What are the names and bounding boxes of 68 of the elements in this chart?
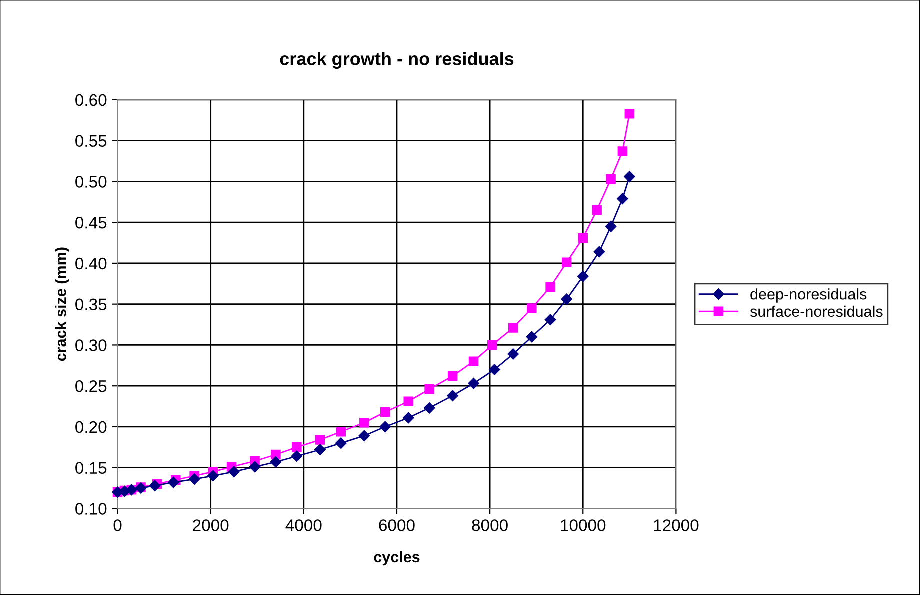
y-tick-label: 0.60 [76, 94, 107, 106]
point [358, 430, 370, 442]
point [336, 438, 347, 449]
point [291, 450, 303, 462]
point [578, 270, 589, 282]
point [270, 456, 282, 468]
y-tick-label: 0.45 [76, 216, 107, 229]
point [404, 396, 414, 406]
point [578, 233, 588, 243]
y-tick-label: 0.25 [76, 380, 107, 392]
point [149, 480, 161, 492]
point [618, 146, 628, 156]
point [544, 314, 556, 326]
point [448, 371, 458, 382]
point [403, 412, 414, 424]
x-tick-label: 8000 [472, 520, 508, 532]
point [208, 470, 219, 482]
y-tick-label: 0.15 [76, 462, 107, 474]
x-tick-label: 6000 [379, 520, 415, 532]
point [447, 390, 458, 402]
point [315, 435, 326, 445]
x-tick-label: 12000 [654, 520, 699, 532]
point [624, 171, 636, 182]
point [336, 427, 346, 437]
point [424, 402, 436, 414]
y-tick-label: 0.35 [76, 298, 107, 311]
point [617, 193, 628, 204]
point [594, 246, 606, 258]
point [489, 364, 500, 376]
x-tick-label: 0 [114, 520, 122, 532]
point [624, 108, 635, 119]
point [168, 476, 180, 488]
legend-label: deep-noresiduals [750, 288, 867, 303]
y-axis-title: crack size (mm) [55, 248, 70, 362]
point [508, 348, 519, 360]
point [562, 258, 572, 268]
legend-label: surface-noresiduals [750, 306, 883, 318]
x-axis-title: cycles [374, 551, 420, 566]
point [380, 407, 390, 418]
point [488, 340, 498, 350]
y-tick-label: 0.40 [76, 258, 107, 270]
point [605, 221, 617, 232]
y-tick-label: 0.30 [76, 340, 107, 352]
point [561, 294, 572, 306]
x-tick-label: 2000 [193, 520, 229, 532]
y-tick-label: 0.55 [76, 135, 107, 148]
point [592, 205, 602, 216]
point [526, 331, 538, 343]
point [188, 474, 200, 485]
point [468, 378, 480, 390]
y-tick-label: 0.50 [76, 176, 107, 188]
point [292, 442, 302, 452]
y-tick-label: 0.20 [76, 421, 107, 434]
point [360, 418, 370, 428]
point [314, 444, 326, 456]
point [228, 466, 240, 478]
point [606, 174, 616, 184]
point [546, 282, 556, 292]
point [380, 421, 391, 433]
point [527, 304, 537, 314]
x-tick-label: 10000 [561, 520, 606, 532]
point [249, 461, 261, 473]
point [424, 384, 434, 394]
y-tick-label: 0.10 [76, 503, 107, 515]
point [508, 323, 518, 333]
point [468, 356, 479, 366]
chart-title: crack growth - no residuals [280, 52, 514, 70]
x-tick-label: 4000 [286, 520, 322, 532]
